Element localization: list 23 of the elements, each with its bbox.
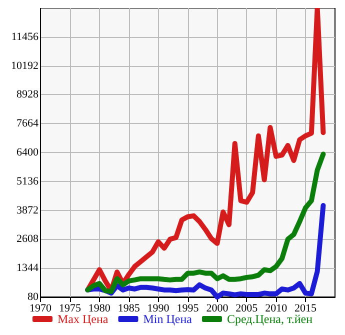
y-tick-label: 5136	[16, 175, 39, 188]
legend-label: Min Цена	[143, 312, 193, 326]
y-tick-label: 10192	[11, 60, 38, 72]
legend-label: Сред.Цена, т.йен	[226, 312, 314, 326]
x-tick-label: 2010	[265, 302, 288, 314]
x-tick-label: 2015	[294, 302, 318, 314]
y-tick-label: 3872	[16, 204, 38, 216]
x-tick-label: 1990	[147, 302, 170, 314]
y-tick-label: 7664	[16, 118, 39, 130]
x-tick-label: 1980	[88, 302, 111, 314]
x-tick-label: 1970	[30, 302, 52, 314]
x-tick-label: 2000	[206, 302, 229, 314]
x-tick-label: 2005	[236, 302, 258, 314]
y-tick-label: 6400	[16, 146, 39, 158]
y-tick-label: 1344	[16, 262, 39, 274]
x-tick-label: 1995	[176, 302, 200, 314]
y-tick-label: 11456	[11, 30, 39, 43]
y-tick-label: 2608	[16, 233, 39, 246]
legend-label: Max Цена	[57, 312, 109, 326]
y-tick-label: 8928	[16, 88, 39, 101]
x-tick-label: 1985	[118, 302, 140, 314]
x-tick-label: 1975	[58, 302, 82, 314]
y-tick-label: 80	[28, 291, 39, 303]
